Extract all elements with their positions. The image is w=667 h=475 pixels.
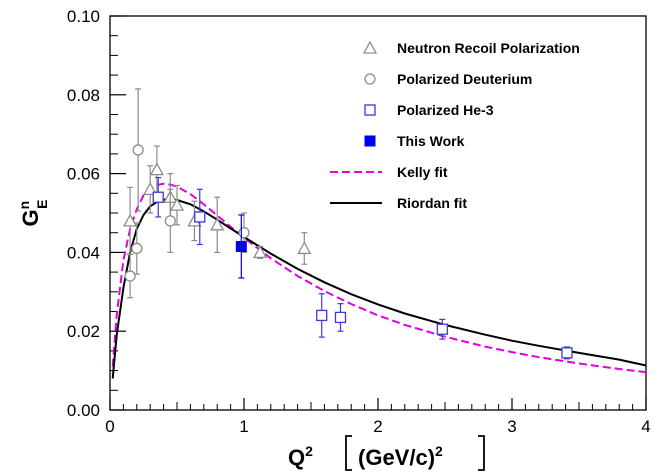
x-tick-label: 1 xyxy=(239,417,248,436)
point-marker xyxy=(210,217,225,231)
x-tick-label: 4 xyxy=(641,417,650,436)
x-axis-title-sup: 2 xyxy=(305,443,313,459)
svg-text:GnE: Gn E xyxy=(16,199,50,226)
x-axis-title: Q2 xyxy=(288,443,313,470)
point-marker xyxy=(169,197,185,211)
x-axis-title-unit: (GeV/c)2 xyxy=(358,443,443,470)
point-marker xyxy=(561,347,573,359)
fit-line-5 xyxy=(111,198,647,379)
point-marker xyxy=(132,144,144,156)
x-axis-title-left-bracket xyxy=(345,435,352,471)
point-marker xyxy=(316,309,328,322)
x-axis-title-unit-sup: 2 xyxy=(435,443,443,459)
legend-0-marker xyxy=(362,40,378,54)
legend-label-3: This Work xyxy=(397,133,465,149)
legend-2-marker xyxy=(364,104,376,116)
y-axis-title-sub: E xyxy=(34,199,50,208)
y-tick-label: 0.10 xyxy=(67,7,100,26)
x-axis-title-right-bracket xyxy=(478,435,485,471)
point-marker xyxy=(123,213,138,227)
point-marker xyxy=(149,162,164,176)
point-marker xyxy=(297,241,312,255)
point-marker xyxy=(252,245,268,259)
legend-3-marker xyxy=(364,135,376,147)
series-0-points xyxy=(123,145,312,265)
y-axis-title-main: G xyxy=(18,209,43,226)
legend-label-4: Kelly fit xyxy=(397,164,448,180)
series-3-points xyxy=(235,214,247,279)
point-marker xyxy=(235,240,247,252)
x-tick-label: 3 xyxy=(507,417,516,436)
y-tick-label: 0.00 xyxy=(67,401,100,420)
point-marker xyxy=(334,311,347,324)
x-axis-title-unit-text: (GeV/c) xyxy=(358,445,435,470)
x-tick-label: 2 xyxy=(373,417,382,436)
legend-label-2: Polarized He-3 xyxy=(397,102,494,118)
fit-line-4 xyxy=(111,182,647,374)
fit-curves xyxy=(111,182,647,379)
data-points xyxy=(123,88,573,360)
x-tick-label: 0 xyxy=(105,417,114,436)
y-axis-title: Gn E xyxy=(16,199,50,226)
point-marker xyxy=(436,323,448,335)
y-axis-title-sup: n xyxy=(16,201,32,210)
point-marker xyxy=(152,191,164,203)
legend-label-5: Riordan fit xyxy=(397,195,467,211)
point-marker xyxy=(131,242,143,255)
legend-label-1: Polarized Deuterium xyxy=(397,71,532,87)
point-marker xyxy=(124,270,136,282)
y-tick-label: 0.08 xyxy=(67,86,100,105)
series-1-points xyxy=(124,88,250,299)
point-marker xyxy=(238,227,250,239)
point-marker xyxy=(164,215,176,227)
point-marker xyxy=(194,211,206,223)
axis-ticks: 0 1 2 3 4 0.00 0.02 0.04 0.06 0.08 0.10 xyxy=(67,7,651,436)
legend-label-0: Neutron Recoil Polarization xyxy=(397,40,580,56)
x-axis-title-main: Q xyxy=(288,445,305,470)
legend-1-marker xyxy=(364,73,376,85)
y-tick-label: 0.02 xyxy=(67,322,100,341)
y-tick-label: 0.06 xyxy=(67,165,100,184)
y-tick-label: 0.04 xyxy=(67,243,100,262)
series-2-points xyxy=(152,176,573,360)
legend: Neutron Recoil Polarization Polarized Deu… xyxy=(330,40,580,211)
